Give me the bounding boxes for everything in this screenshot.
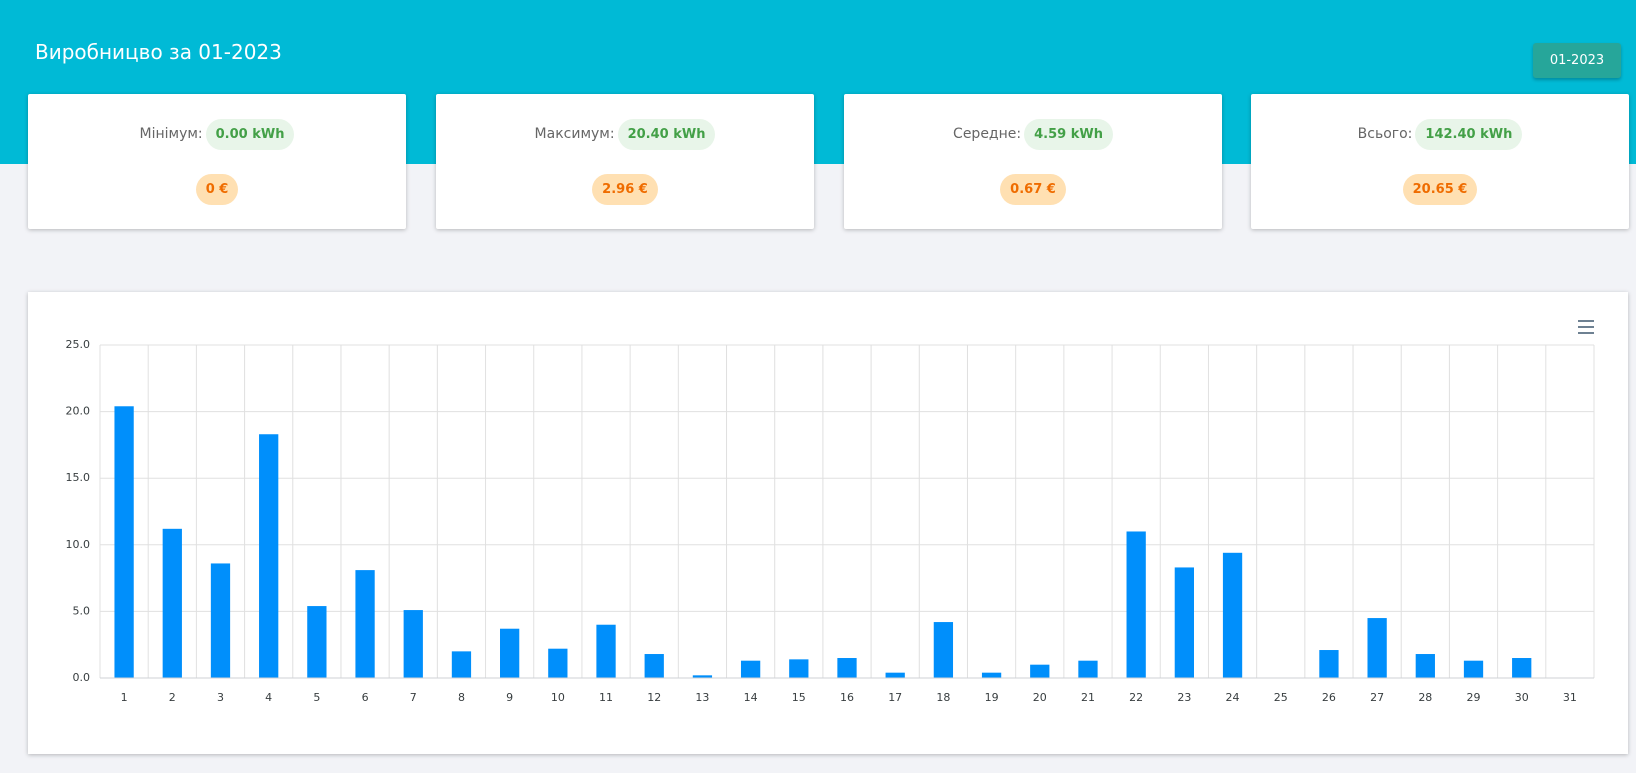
x-tick-label: 10 [551, 691, 565, 704]
cost-row: 0 € [28, 174, 406, 205]
bar [500, 628, 520, 678]
x-tick-label: 25 [1274, 691, 1288, 704]
stat-card: Максимум: 20.40 kWh 2.96 € [436, 94, 814, 229]
x-tick-label: 3 [217, 691, 224, 704]
cost-badge: 2.96 € [592, 174, 658, 205]
bar [451, 651, 472, 678]
x-tick-label: 22 [1129, 691, 1143, 704]
x-tick-label: 23 [1177, 691, 1191, 704]
bar [1126, 531, 1146, 678]
x-tick-label: 1 [121, 691, 128, 704]
x-tick-label: 31 [1563, 691, 1577, 704]
y-tick-label: 5.0 [73, 604, 91, 617]
bar [307, 606, 327, 678]
stat-label: Максимум: [534, 126, 615, 142]
stat-label: Мінімум: [139, 126, 203, 142]
stat-row: Мінімум: 0.00 kWh [28, 119, 406, 150]
x-tick-label: 4 [265, 691, 272, 704]
x-tick-label: 8 [458, 691, 465, 704]
y-tick-label: 20.0 [66, 405, 91, 418]
bar [1078, 660, 1098, 678]
bar [162, 528, 182, 678]
chart: 0.05.010.015.020.025.01 2 3 4 5 6 7 8 9 10 11 12 13 1… [66, 320, 1595, 704]
bar [259, 434, 279, 678]
y-tick-label: 0.0 [73, 671, 91, 684]
cost-badge: 0 € [195, 174, 239, 205]
bar [403, 610, 423, 678]
x-tick-label: 16 [840, 691, 854, 704]
bar [740, 660, 761, 678]
x-tick-label: 9 [506, 691, 513, 704]
x-tick-label: 6 [362, 691, 369, 704]
bar [885, 672, 905, 678]
x-tick-label: 2 [169, 691, 176, 704]
month-button[interactable]: 01-2023 [1533, 43, 1621, 78]
y-tick-label: 10.0 [66, 538, 91, 551]
x-tick-label: 13 [695, 691, 709, 704]
cost-row: 2.96 € [436, 174, 814, 205]
menu-icon[interactable] [1578, 320, 1594, 334]
cost-badge: 0.67 € [1000, 174, 1066, 205]
stat-card: Середне: 4.59 kWh 0.67 € [844, 94, 1222, 229]
cost-badge: 20.65 € [1402, 174, 1478, 205]
stat-row: Середне: 4.59 kWh [844, 119, 1222, 150]
x-tick-label: 24 [1226, 691, 1240, 704]
cost-row: 20.65 € [1251, 174, 1629, 205]
bar [114, 406, 134, 678]
energy-badge: 20.40 kWh [617, 119, 716, 150]
energy-badge: 142.40 kWh [1415, 119, 1523, 150]
stat-row: Всього: 142.40 kWh [1251, 119, 1629, 150]
x-tick-label: 15 [792, 691, 806, 704]
bar [1512, 658, 1532, 678]
x-tick-label: 18 [936, 691, 950, 704]
y-tick-label: 25.0 [66, 338, 91, 351]
x-tick-label: 30 [1515, 691, 1529, 704]
x-tick-label: 21 [1081, 691, 1095, 704]
cost-row: 0.67 € [844, 174, 1222, 205]
bar [789, 659, 809, 678]
y-tick-label: 15.0 [66, 471, 91, 484]
x-tick-label: 17 [888, 691, 902, 704]
x-tick-label: 12 [647, 691, 661, 704]
energy-badge: 4.59 kWh [1024, 119, 1113, 150]
bar [1367, 618, 1387, 678]
bar [933, 622, 954, 678]
x-tick-label: 27 [1370, 691, 1384, 704]
x-tick-label: 7 [410, 691, 417, 704]
bar [1222, 552, 1243, 678]
bar [1030, 664, 1050, 678]
x-tick-label: 28 [1418, 691, 1432, 704]
x-tick-label: 20 [1033, 691, 1047, 704]
stat-card: Мінімум: 0.00 kWh 0 € [28, 94, 406, 229]
x-tick-label: 29 [1467, 691, 1481, 704]
bar [596, 624, 616, 678]
bar [692, 675, 713, 678]
bar [548, 648, 568, 678]
energy-badge: 0.00 kWh [205, 119, 295, 150]
stat-row: Максимум: 20.40 kWh [436, 119, 814, 150]
x-tick-label: 19 [985, 691, 999, 704]
bar [210, 563, 231, 678]
stat-label: Середне: [953, 126, 1022, 142]
bar [355, 570, 375, 678]
bar [837, 658, 857, 678]
x-tick-label: 11 [599, 691, 613, 704]
bar [1319, 650, 1339, 678]
chart-card: 0.0 5.0 10.0 15.0 20.0 25.0 1 2 3 4 5 6 7 8 9 10 11 12 13 1… [28, 292, 1628, 754]
bar [644, 654, 664, 678]
bar [1415, 654, 1435, 678]
bar [981, 672, 1002, 678]
x-tick-label: 14 [744, 691, 758, 704]
bar [1463, 660, 1484, 678]
x-tick-label: 5 [313, 691, 320, 704]
bar [1174, 567, 1194, 678]
stat-card: Всього: 142.40 kWh 20.65 € [1251, 94, 1629, 229]
x-tick-label: 26 [1322, 691, 1336, 704]
stat-label: Всього: [1357, 126, 1413, 142]
page-title: Виробницво за 01-2023 [35, 40, 282, 64]
